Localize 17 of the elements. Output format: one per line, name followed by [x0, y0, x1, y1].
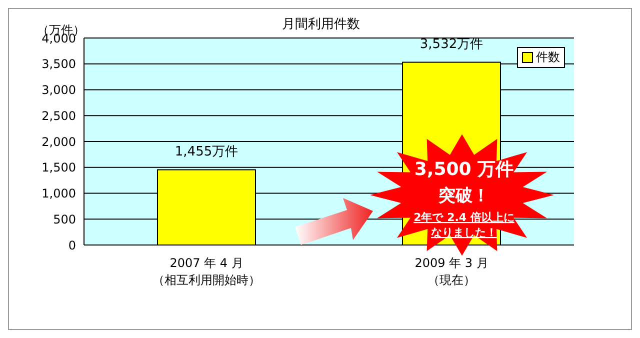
y-tick-label: 500 — [53, 212, 76, 226]
legend-label: 件数 — [535, 49, 560, 66]
data-label: 1,455万件 — [174, 144, 238, 160]
y-tick-label: 1,500 — [42, 160, 76, 175]
x-tick-label: 2009 年 3 月（現在） — [414, 256, 488, 287]
y-tick-label: 2,000 — [42, 134, 76, 149]
y-tick-label: 1,000 — [42, 186, 76, 201]
y-tick-label: 0 — [68, 238, 76, 252]
annotation: 突破！ — [438, 186, 490, 206]
data-label: 3,532万件 — [420, 37, 484, 52]
annotation: 3,500 万件 — [414, 159, 514, 180]
x-tick-label: 2007 年 4 月（相互利用開始時） — [152, 256, 260, 287]
y-tick-label: 3,000 — [42, 83, 76, 98]
y-tick-label: 3,500 — [42, 57, 76, 72]
annotation: 2年で 2.4 倍以上に — [414, 211, 514, 224]
y-tick-label: 2,500 — [42, 108, 76, 123]
chart-title: 月間利用件数 — [282, 17, 360, 32]
